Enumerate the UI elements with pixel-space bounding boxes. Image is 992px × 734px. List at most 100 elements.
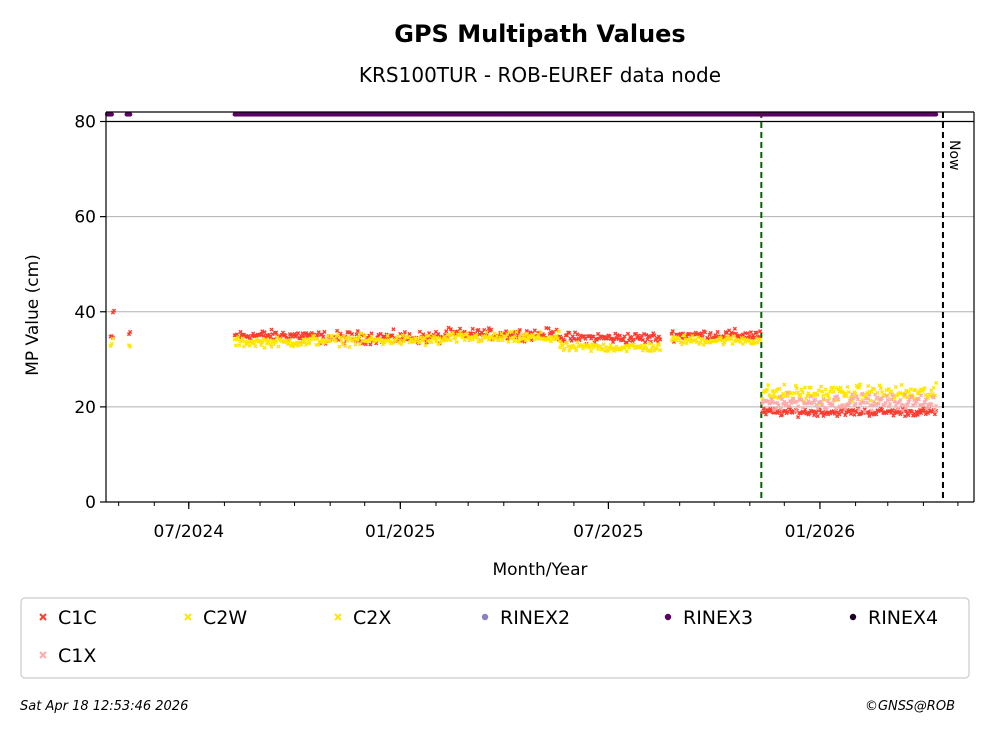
mp-point [923,392,928,397]
mp-point [446,337,451,342]
mp-point [407,340,412,345]
mp-point [337,344,342,349]
mp-point [423,343,428,348]
mp-point [891,413,896,418]
legend-item-c1c: C1C [39,607,97,629]
mp-point [648,349,654,354]
mp-point [656,342,662,348]
mp-point [267,332,272,337]
mp-point [840,390,846,395]
mp-point [252,340,257,346]
mp-point [640,348,645,353]
mp-point [919,393,924,398]
mp-point [890,407,895,413]
mp-point [877,383,882,388]
mp-point [624,349,629,354]
mp-point [893,384,898,390]
mp-point [808,394,813,399]
mp-point [812,413,817,418]
mp-point [351,338,356,343]
mp-point [854,394,859,399]
mp-point [807,400,812,405]
mp-point [856,385,862,390]
mp-point [259,342,264,348]
mp-point [900,408,905,413]
mp-point [785,390,790,395]
mp-point [397,340,402,346]
mp-point [431,334,436,339]
mp-point [517,327,522,333]
mp-point [369,334,374,339]
legend-item-rinex3: RINEX3 [664,607,753,629]
mp-point [421,338,426,343]
mp-point [574,348,579,353]
mp-point [766,383,771,388]
mp-point [343,344,348,349]
mp-point [608,343,613,348]
mp-point [513,334,518,339]
mp-point [524,331,529,337]
mp-point [292,331,297,337]
mp-point [916,397,921,402]
mp-point [572,345,578,351]
legend-item-rinex4: RINEX4 [849,607,938,629]
mp-point [913,401,918,407]
mp-point [802,385,808,390]
mp-point [732,326,737,331]
mp-point [922,385,927,391]
mp-point [845,384,850,390]
mp-point [874,412,879,417]
mp-point [879,396,885,401]
mp-point [889,389,894,394]
mp-point [594,337,600,342]
mp-point [821,397,826,402]
mp-point [448,338,453,343]
mp-point [892,399,897,404]
mp-point [933,380,939,386]
mp-point [303,331,309,336]
mp-point [490,334,495,339]
mp-point [793,408,798,414]
mp-point [754,336,759,341]
mp-point [847,400,852,405]
mp-point [882,403,887,408]
mp-point [325,333,330,339]
data-points [104,112,939,420]
mp-point [503,334,509,339]
mp-point [236,335,241,340]
mp-point [240,336,245,341]
mp-point [769,396,774,402]
mp-point [330,334,335,339]
mp-point [823,387,828,392]
mp-point [470,326,475,331]
mp-point [879,407,885,412]
mp-point [866,383,871,389]
legend-marker [39,651,47,659]
mp-point [909,394,915,399]
mp-point [509,329,514,335]
mp-point [293,342,298,347]
mp-point [567,330,572,336]
mp-point [912,398,917,403]
mp-point [702,330,708,335]
mp-point [787,407,793,412]
mp-point [625,331,631,336]
mp-point [815,406,820,411]
mp-point [299,342,304,347]
mp-point [789,401,794,406]
mp-point [353,342,358,347]
mp-point [775,410,780,415]
mp-point [500,338,505,343]
mp-point [682,333,687,338]
mp-point [347,344,352,350]
mp-point [604,345,609,350]
mp-point [489,327,494,332]
mp-point [126,332,132,337]
mp-point [407,331,412,337]
mp-point [464,331,470,337]
mp-point [906,412,911,418]
mp-point [622,334,627,339]
mp-point [695,335,701,340]
mp-point [815,414,820,419]
mp-point [905,402,910,407]
